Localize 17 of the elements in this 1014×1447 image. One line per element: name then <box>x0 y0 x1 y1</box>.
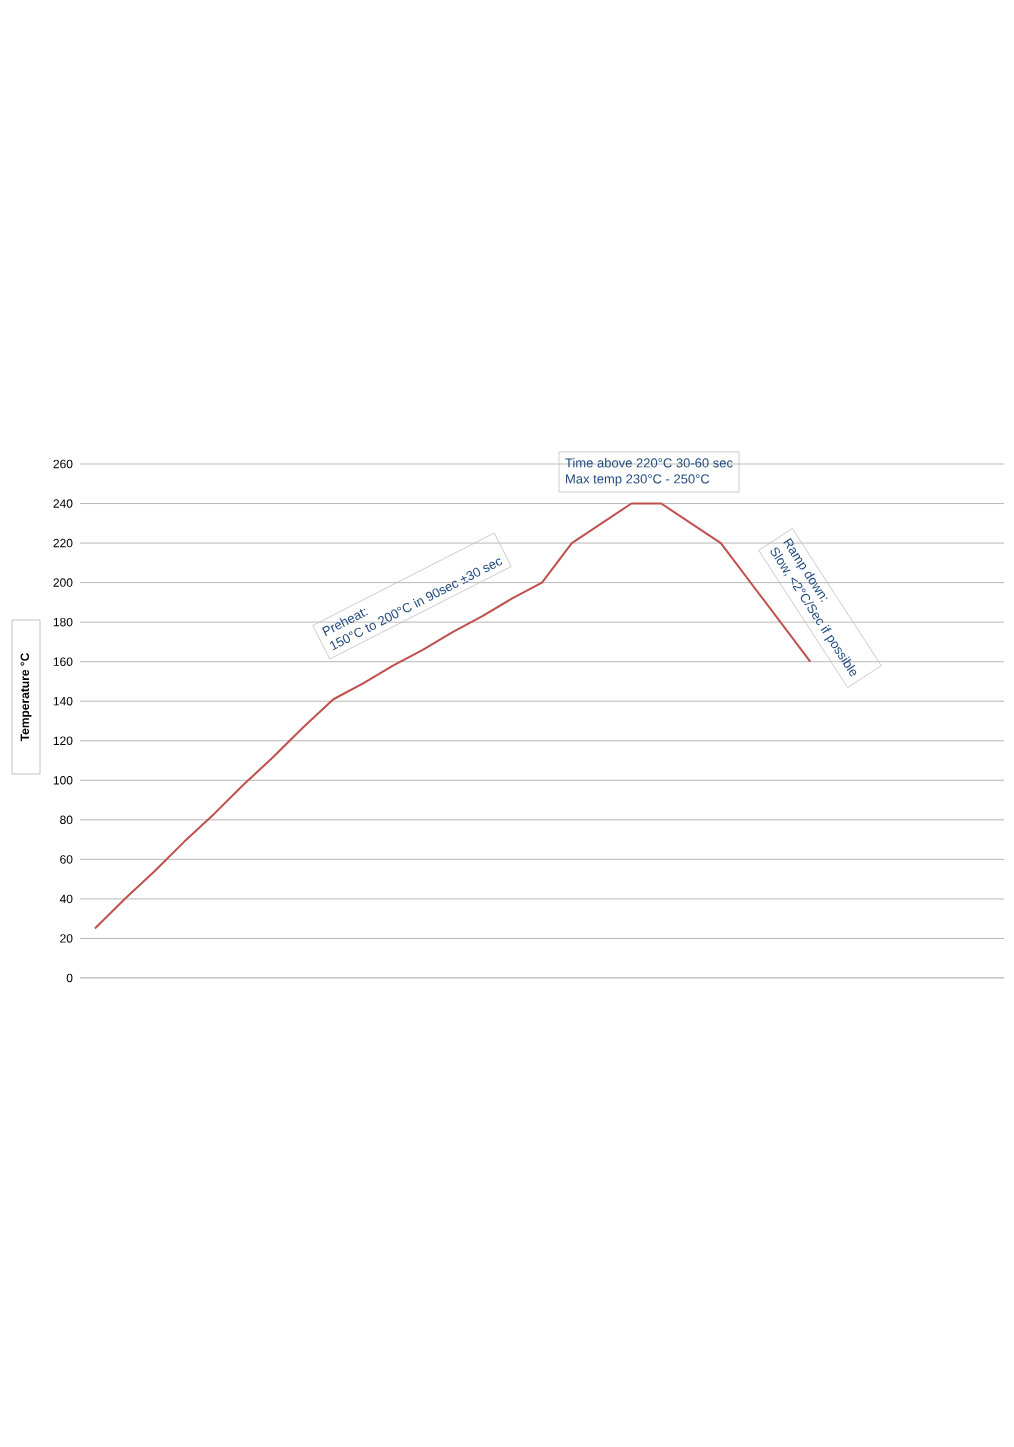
y-tick-label: 180 <box>53 617 73 627</box>
y-tick-label: 240 <box>53 499 73 508</box>
y-tick-label: 160 <box>53 657 73 666</box>
y-tick-label: 60 <box>60 855 73 864</box>
y-tick-label: 0 <box>66 973 73 983</box>
y-tick-label: 260 <box>53 459 73 469</box>
y-tick-label: 80 <box>60 815 73 825</box>
y-tick-label: 200 <box>53 578 73 587</box>
y-tick-label: 220 <box>53 538 73 548</box>
annotation: Time above 220°C 30-60 sec <box>565 457 733 468</box>
y-tick-label: 20 <box>60 934 73 943</box>
y-tick-label: 120 <box>53 736 73 746</box>
y-axis-title: Temperature °C <box>20 653 32 742</box>
y-tick-label: 140 <box>53 696 73 706</box>
y-tick-label: 40 <box>59 894 73 904</box>
y-tick-label: 100 <box>53 776 73 785</box>
annotation: Max temp 230°C - 250°C <box>566 474 710 487</box>
